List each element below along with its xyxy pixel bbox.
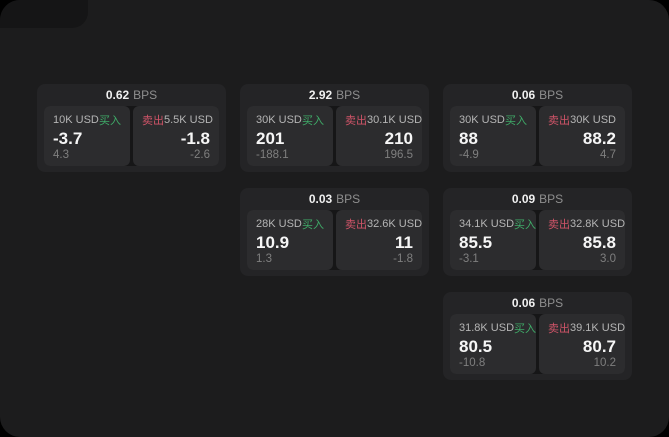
sell-tile[interactable]: 卖出 32.8K USD 85.8 3.0	[539, 210, 625, 270]
buy-sell-tiles: 10K USD 买入 -3.7 4.3 卖出 5.5K USD -1.8 -2.…	[44, 106, 219, 166]
buy-tile[interactable]: 31.8K USD 买入 80.5 -10.8	[450, 314, 536, 374]
sell-size: 30K USD	[570, 114, 616, 126]
buy-size: 34.1K USD	[459, 218, 515, 230]
sell-side-label: 卖出	[548, 323, 570, 335]
sell-price: 210	[384, 129, 413, 149]
sell-change: 10.2	[593, 356, 616, 369]
sell-size: 39.1K USD	[570, 322, 626, 334]
sell-side-label: 卖出	[345, 115, 367, 127]
buy-side-label: 买入	[99, 115, 121, 127]
buy-size: 30K USD	[256, 114, 302, 126]
sell-price: 80.7	[582, 337, 616, 357]
sell-price: 11	[395, 233, 413, 253]
buy-sell-tiles: 28K USD 买入 10.9 1.3 卖出 32.6K USD 11 -1.8	[247, 210, 422, 270]
quote-card[interactable]: 0.03 BPS 28K USD 买入 10.9 1.3 卖出	[240, 188, 429, 276]
buy-sell-tiles: 30K USD 买入 201 -188.1 卖出 30.1K USD 210 1…	[247, 106, 422, 166]
sell-size: 5.5K USD	[164, 114, 213, 126]
sell-change: 196.5	[384, 148, 413, 161]
buy-side-label: 买入	[514, 219, 537, 231]
bps-value: 2.92	[308, 88, 333, 102]
bps-value: 0.06	[511, 88, 536, 102]
bps-header: 0.03 BPS	[247, 188, 422, 210]
corner-shade	[0, 0, 88, 28]
buy-tile[interactable]: 34.1K USD 买入 85.5 -3.1	[450, 210, 536, 270]
sell-size: 32.6K USD	[367, 218, 423, 230]
buy-size: 31.8K USD	[459, 322, 515, 334]
sell-tile[interactable]: 卖出 30K USD 88.2 4.7	[539, 106, 625, 166]
bps-value: 0.03	[308, 192, 333, 206]
buy-price: 80.5	[459, 337, 493, 357]
sell-change: -2.6	[190, 148, 210, 161]
bps-header: 0.62 BPS	[44, 84, 219, 106]
bps-value: 0.62	[105, 88, 130, 102]
sell-tile[interactable]: 卖出 30.1K USD 210 196.5	[336, 106, 422, 166]
sell-side-label: 卖出	[548, 115, 570, 127]
buy-side-label: 买入	[302, 115, 324, 127]
sell-price: 85.8	[582, 233, 616, 253]
sell-side-label: 卖出	[548, 219, 570, 231]
bps-header: 0.06 BPS	[450, 292, 625, 314]
bps-header: 2.92 BPS	[247, 84, 422, 106]
buy-side-label: 买入	[514, 323, 537, 335]
buy-price: 85.5	[459, 233, 493, 253]
buy-size: 10K USD	[53, 114, 99, 126]
quote-card[interactable]: 0.62 BPS 10K USD 买入 -3.7 4.3 卖出	[37, 84, 226, 172]
buy-side-label: 买入	[505, 115, 527, 127]
sell-price: -1.8	[180, 129, 210, 149]
buy-change: 4.3	[53, 148, 69, 161]
buy-change: -3.1	[459, 252, 479, 265]
sell-change: 3.0	[600, 252, 616, 265]
bps-unit: BPS	[336, 192, 361, 206]
buy-sell-tiles: 31.8K USD 买入 80.5 -10.8 卖出 39.1K USD 80.…	[450, 314, 625, 374]
buy-tile[interactable]: 30K USD 买入 88 -4.9	[450, 106, 536, 166]
sell-change: 4.7	[600, 148, 616, 161]
buy-size: 28K USD	[256, 218, 302, 230]
buy-price: -3.7	[53, 129, 83, 149]
buy-tile[interactable]: 10K USD 买入 -3.7 4.3	[44, 106, 130, 166]
quote-card[interactable]: 0.06 BPS 30K USD 买入 88 -4.9 卖出	[443, 84, 632, 172]
buy-change: -10.8	[459, 356, 486, 369]
sell-tile[interactable]: 卖出 39.1K USD 80.7 10.2	[539, 314, 625, 374]
sell-tile[interactable]: 卖出 5.5K USD -1.8 -2.6	[133, 106, 219, 166]
quote-card[interactable]: 0.06 BPS 31.8K USD 买入 80.5 -10.8 卖	[443, 292, 632, 380]
sell-size: 32.8K USD	[570, 218, 626, 230]
buy-change: 1.3	[256, 252, 272, 265]
bps-header: 0.09 BPS	[450, 188, 625, 210]
quote-card[interactable]: 0.09 BPS 34.1K USD 买入 85.5 -3.1 卖出	[443, 188, 632, 276]
sell-price: 88.2	[582, 129, 616, 149]
bps-value: 0.09	[511, 192, 536, 206]
sell-side-label: 卖出	[345, 219, 367, 231]
buy-tile[interactable]: 30K USD 买入 201 -188.1	[247, 106, 333, 166]
bps-unit: BPS	[539, 88, 564, 102]
bps-header: 0.06 BPS	[450, 84, 625, 106]
buy-change: -4.9	[459, 148, 479, 161]
bps-unit: BPS	[336, 88, 361, 102]
quote-card[interactable]: 2.92 BPS 30K USD 买入 201 -188.1 卖出	[240, 84, 429, 172]
buy-change: -188.1	[256, 148, 289, 161]
buy-size: 30K USD	[459, 114, 505, 126]
buy-price: 10.9	[256, 233, 290, 253]
buy-price: 201	[256, 129, 285, 149]
bps-unit: BPS	[133, 88, 158, 102]
buy-price: 88	[459, 129, 478, 149]
buy-side-label: 买入	[302, 219, 324, 231]
sell-size: 30.1K USD	[367, 114, 423, 126]
buy-sell-tiles: 34.1K USD 买入 85.5 -3.1 卖出 32.8K USD 85.8…	[450, 210, 625, 270]
bps-unit: BPS	[539, 192, 564, 206]
quote-board: 0.62 BPS 10K USD 买入 -3.7 4.3 卖出	[37, 84, 632, 380]
sell-tile[interactable]: 卖出 32.6K USD 11 -1.8	[336, 210, 422, 270]
sell-side-label: 卖出	[142, 115, 164, 127]
bps-unit: BPS	[539, 296, 564, 310]
sell-change: -1.8	[393, 252, 413, 265]
bps-value: 0.06	[511, 296, 536, 310]
buy-sell-tiles: 30K USD 买入 88 -4.9 卖出 30K USD 88.2 4.7	[450, 106, 625, 166]
buy-tile[interactable]: 28K USD 买入 10.9 1.3	[247, 210, 333, 270]
